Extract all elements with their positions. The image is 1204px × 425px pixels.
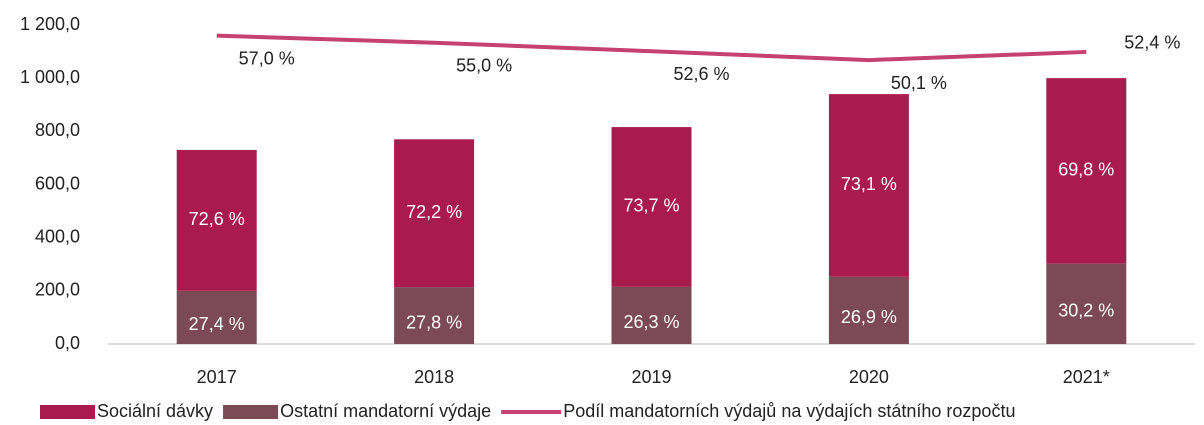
line-label: 52,4 % [1124,33,1180,53]
y-tick-label: 800,0 [35,120,80,140]
legend-swatch [223,405,279,419]
bar-segment [394,287,475,344]
line-label: 57,0 % [239,48,295,68]
share-label: 30,2 % [1058,301,1114,321]
share-label: 27,8 % [406,312,462,332]
x-tick-label: 2019 [631,367,671,387]
line [216,33,1087,63]
x-tick-label: 2020 [849,367,889,387]
y-tick-label: 400,0 [35,226,80,246]
legend-label: Ostatní mandatorní výdaje [280,401,491,421]
bar-segment [176,149,257,291]
y-tick-label: 0,0 [55,333,80,353]
bar-segment [828,276,909,344]
y-tick-label: 1 000,0 [20,67,80,87]
bar-segment [394,139,475,288]
share-label: 73,1 % [841,174,897,194]
x-tick-label: 2018 [414,367,454,387]
line-label: 55,0 % [456,55,512,75]
y-tick-label: 200,0 [35,280,80,300]
bar-segment [828,94,909,277]
share-label: 73,7 % [623,196,679,216]
y-tick-label: 1 200,0 [20,14,80,34]
line-label: 50,1 % [891,73,947,93]
bar-segment [176,290,257,344]
legend-swatch [40,405,95,419]
bar-segment [611,127,692,287]
share-label: 26,9 % [841,307,897,327]
line-label: 52,6 % [673,64,729,84]
bar-segment [1046,263,1127,344]
bar-segment [611,286,692,344]
y-tick-label: 600,0 [35,173,80,193]
share-label: 69,8 % [1058,160,1114,180]
bar-segment [1046,78,1127,264]
share-label: 27,4 % [189,314,245,334]
share-label: 72,6 % [189,209,245,229]
share-label: 26,3 % [623,312,679,332]
legend-label: Podíl mandatorních výdajů na výdajích st… [563,401,1015,421]
legend-label: Sociální dávky [97,401,213,421]
x-tick-label: 2021* [1063,367,1110,387]
x-tick-label: 2017 [197,367,237,387]
share-label: 72,2 % [406,202,462,222]
